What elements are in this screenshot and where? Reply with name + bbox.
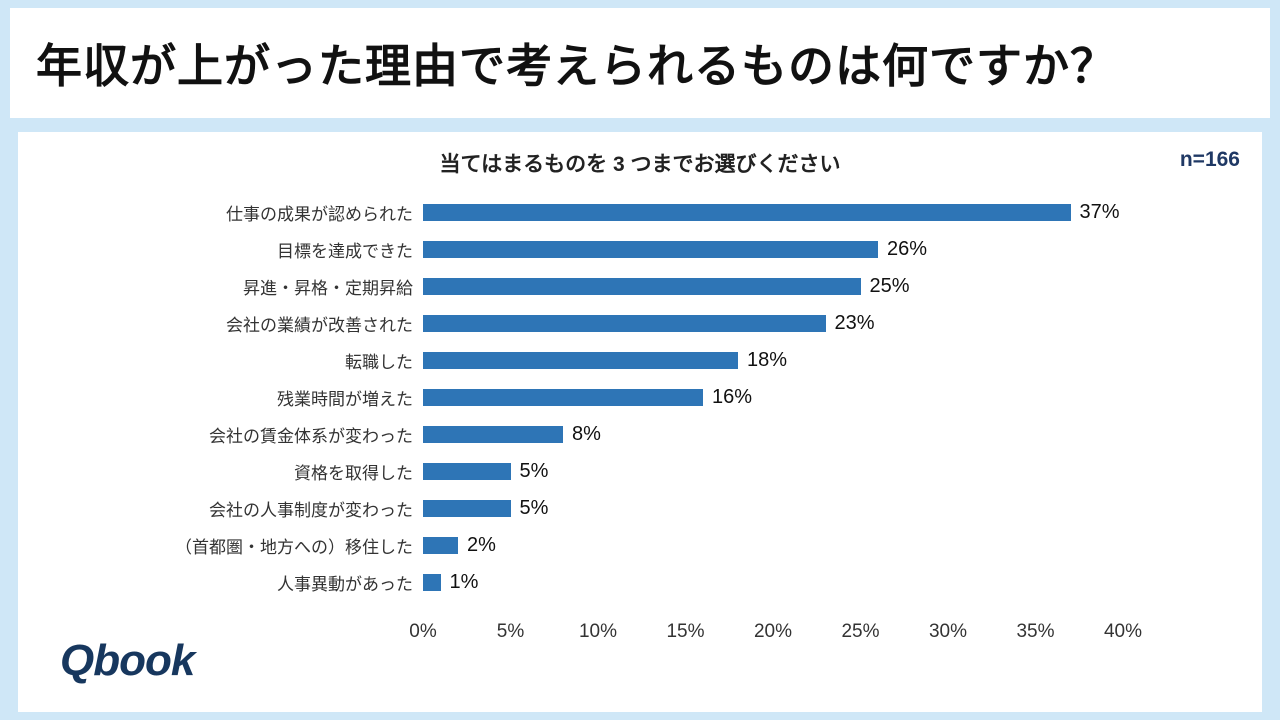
chart-rows: 仕事の成果が認められた 37% 目標を達成できた 26% 昇進・昇格・定期昇給 25% 会社… bbox=[18, 194, 1262, 601]
qbook-logo: Qbook bbox=[60, 636, 195, 685]
chart-row: 会社の人事制度が変わった 5% bbox=[18, 490, 1262, 527]
panel-header: 当てはまるものを 3 つまでお選びください n=166 bbox=[18, 132, 1262, 188]
chart-row: 資格を取得した 5% bbox=[18, 453, 1262, 490]
bar bbox=[423, 389, 703, 406]
chart-row: 残業時間が増えた 16% bbox=[18, 379, 1262, 416]
chart-row: 目標を達成できた 26% bbox=[18, 231, 1262, 268]
bar bbox=[423, 426, 563, 443]
value-label: 26% bbox=[887, 238, 928, 260]
category-label: 目標を達成できた bbox=[277, 242, 413, 261]
bar bbox=[423, 352, 738, 369]
chart-row: 仕事の成果が認められた 37% bbox=[18, 194, 1262, 231]
bar bbox=[423, 574, 441, 591]
category-label: 仕事の成果が認められた bbox=[226, 205, 413, 224]
category-label: 昇進・昇格・定期昇給 bbox=[243, 279, 413, 298]
page-title: 年収が上がった理由で考えられるものは何ですか？ bbox=[36, 40, 1117, 92]
bar-track: 25% bbox=[423, 275, 1123, 297]
category-label: 残業時間が増えた bbox=[277, 390, 413, 409]
bar-track: 5% bbox=[423, 460, 1123, 482]
value-label: 37% bbox=[1079, 201, 1120, 223]
category-label: 会社の賃金体系が変わった bbox=[209, 427, 413, 446]
bar-track: 26% bbox=[423, 238, 1123, 260]
value-label: 5% bbox=[519, 497, 549, 519]
bar bbox=[423, 500, 511, 517]
bar bbox=[423, 315, 826, 332]
x-axis-tick: 5% bbox=[496, 621, 525, 642]
category-label: 会社の人事制度が変わった bbox=[209, 501, 413, 520]
value-label: 5% bbox=[519, 460, 549, 482]
survey-subtitle: 当てはまるものを 3 つまでお選びください bbox=[439, 153, 841, 176]
x-axis-tick: 35% bbox=[1016, 621, 1055, 642]
bar-track: 18% bbox=[423, 349, 1123, 371]
bar-track: 2% bbox=[423, 534, 1123, 556]
category-label: 資格を取得した bbox=[294, 464, 413, 483]
bar-track: 8% bbox=[423, 423, 1123, 445]
x-axis-tick: 25% bbox=[841, 621, 880, 642]
x-axis-tick: 15% bbox=[666, 621, 705, 642]
value-label: 18% bbox=[747, 349, 788, 371]
bar-track: 37% bbox=[423, 201, 1123, 223]
value-label: 25% bbox=[869, 275, 910, 297]
category-label: 人事異動があった bbox=[277, 575, 413, 594]
bar bbox=[423, 463, 511, 480]
category-label: 転職した bbox=[345, 353, 413, 372]
bar bbox=[423, 278, 861, 295]
x-axis: 0% 5% 10% 15% 20% 25% 30% 35% 40% bbox=[409, 615, 1142, 649]
chart-panel: 当てはまるものを 3 つまでお選びください n=166 仕事の成果が認められた 3… bbox=[18, 132, 1262, 712]
header-band: 年収が上がった理由で考えられるものは何ですか？ bbox=[10, 8, 1270, 118]
bar bbox=[423, 241, 878, 258]
chart-row: 転職した 18% bbox=[18, 342, 1262, 379]
chart-row: 人事異動があった 1% bbox=[18, 564, 1262, 601]
bar-track: 23% bbox=[423, 312, 1123, 334]
x-axis-tick: 0% bbox=[409, 621, 437, 642]
value-label: 16% bbox=[712, 386, 753, 408]
x-axis-tick: 10% bbox=[578, 621, 618, 642]
category-label: 会社の業績が改善された bbox=[226, 316, 413, 335]
bar bbox=[423, 204, 1071, 221]
value-label: 23% bbox=[834, 312, 875, 334]
bar-track: 16% bbox=[423, 386, 1123, 408]
x-axis-tick: 40% bbox=[1103, 621, 1143, 642]
value-label: 1% bbox=[449, 571, 479, 593]
x-axis-tick: 20% bbox=[753, 621, 793, 642]
x-axis-tick: 30% bbox=[928, 621, 968, 642]
chart-row: 会社の業績が改善された 23% bbox=[18, 305, 1262, 342]
chart-row: 会社の賃金体系が変わった 8% bbox=[18, 416, 1262, 453]
bar-track: 5% bbox=[423, 497, 1123, 519]
bar bbox=[423, 537, 458, 554]
category-label: （首都圏・地方への）移住した bbox=[175, 538, 413, 557]
sample-size-badge: n=166 bbox=[1179, 148, 1240, 171]
value-label: 2% bbox=[467, 534, 496, 556]
chart-row: （首都圏・地方への）移住した 2% bbox=[18, 527, 1262, 564]
value-label: 8% bbox=[572, 423, 601, 445]
bar-track: 1% bbox=[423, 571, 1123, 593]
chart-row: 昇進・昇格・定期昇給 25% bbox=[18, 268, 1262, 305]
bar-chart: 仕事の成果が認められた 37% 目標を達成できた 26% 昇進・昇格・定期昇給 25% 会社… bbox=[18, 194, 1262, 649]
